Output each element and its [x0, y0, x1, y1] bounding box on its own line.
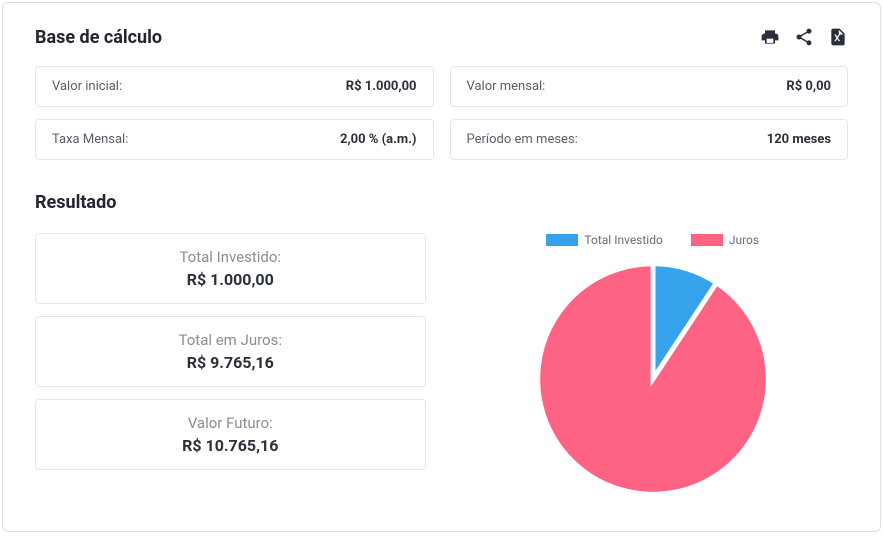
base-section-title: Base de cálculo [35, 27, 848, 48]
result-cards: Total Investido: R$ 1.000,00 Total em Ju… [35, 233, 426, 470]
calculator-results-panel: Base de cálculo Valor inicial: R$ 1.000,… [2, 2, 881, 532]
field-value: R$ 1.000,00 [346, 79, 417, 94]
field-taxa-mensal: Taxa Mensal: 2,00 % (a.m.) [35, 119, 434, 160]
legend-swatch [691, 234, 723, 246]
field-label: Taxa Mensal: [52, 132, 128, 147]
card-value: R$ 10.765,16 [52, 436, 409, 455]
card-label: Total Investido: [52, 248, 409, 266]
card-total-investido: Total Investido: R$ 1.000,00 [35, 233, 426, 304]
field-value: 2,00 % (a.m.) [340, 132, 417, 147]
excel-icon[interactable] [828, 27, 848, 47]
legend-swatch [546, 234, 578, 246]
legend-label: Total Investido [584, 233, 662, 247]
print-icon[interactable] [760, 27, 780, 47]
card-value: R$ 1.000,00 [52, 270, 409, 289]
field-periodo: Período em meses: 120 meses [450, 119, 849, 160]
field-label: Valor mensal: [467, 79, 546, 94]
pie-slice-juros[interactable] [538, 264, 768, 494]
field-valor-mensal: Valor mensal: R$ 0,00 [450, 66, 849, 107]
field-valor-inicial: Valor inicial: R$ 1.000,00 [35, 66, 434, 107]
card-label: Valor Futuro: [52, 414, 409, 432]
top-action-icons [760, 27, 848, 47]
field-label: Período em meses: [467, 132, 578, 147]
field-value: 120 meses [767, 132, 831, 147]
chart-legend: Total Investido Juros [546, 233, 759, 247]
card-total-juros: Total em Juros: R$ 9.765,16 [35, 316, 426, 387]
share-icon[interactable] [794, 27, 814, 47]
field-label: Valor inicial: [52, 79, 122, 94]
field-value: R$ 0,00 [786, 79, 831, 94]
legend-item-juros[interactable]: Juros [691, 233, 759, 247]
legend-label: Juros [729, 233, 759, 247]
legend-item-investido[interactable]: Total Investido [546, 233, 662, 247]
pie-chart-area: Total Investido Juros [458, 233, 849, 499]
pie-chart[interactable] [533, 259, 773, 499]
base-fields-grid: Valor inicial: R$ 1.000,00 Valor mensal:… [35, 66, 848, 160]
result-section-title: Resultado [35, 192, 848, 213]
card-label: Total em Juros: [52, 331, 409, 349]
card-valor-futuro: Valor Futuro: R$ 10.765,16 [35, 399, 426, 470]
card-value: R$ 9.765,16 [52, 353, 409, 372]
result-grid: Total Investido: R$ 1.000,00 Total em Ju… [35, 233, 848, 499]
